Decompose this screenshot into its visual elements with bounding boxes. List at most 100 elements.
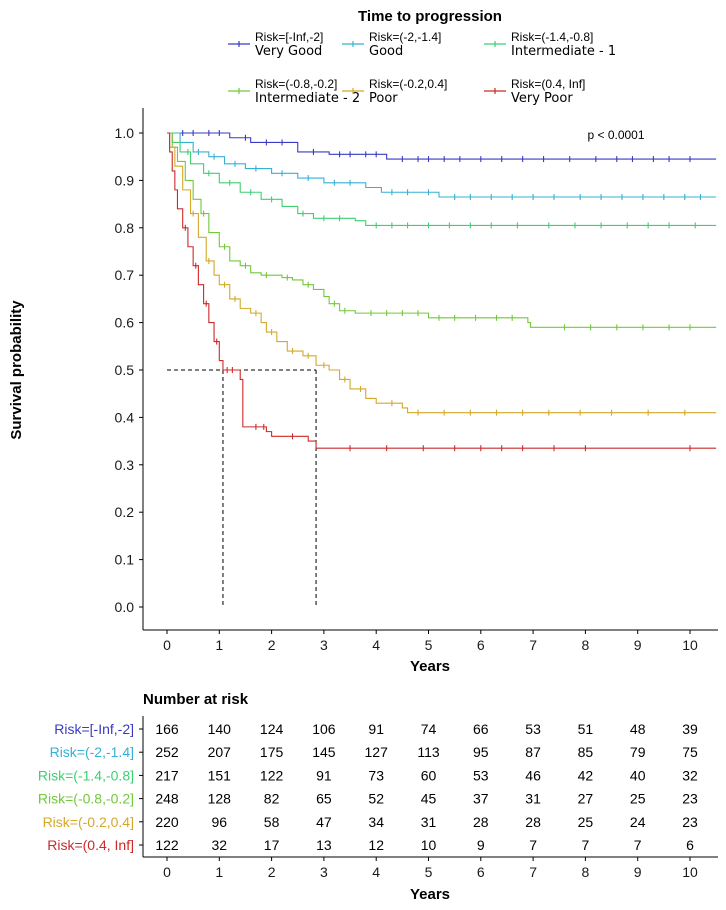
risk-x-tick-label: 9 [634,864,642,880]
risk-count: 12 [368,837,384,853]
x-tick-label: 9 [634,637,642,653]
risk-count: 28 [473,814,489,830]
risk-count: 124 [260,721,284,737]
risk-count: 51 [578,721,594,737]
series-4 [167,132,717,416]
risk-count: 220 [155,814,179,830]
risk-count: 140 [208,721,232,737]
risk-count: 60 [421,767,437,783]
risk-count: 52 [368,791,384,807]
risk-count: 113 [417,744,440,760]
risk-count: 87 [525,744,541,760]
y-tick-label: 0.0 [115,599,135,615]
x-tick-label: 4 [372,637,380,653]
risk-row-label: Risk=(-1.4,-0.8] [38,767,134,783]
risk-count: 95 [473,744,489,760]
risk-x-tick-label: 3 [320,864,328,880]
legend-sublabel: Intermediate - 2 [255,91,360,106]
risk-row: Risk=(-2,-1.4] 252 207 175 145 127 113 95 87 85 79… [50,744,698,760]
risk-row-label: Risk=(-2,-1.4] [50,744,134,760]
risk-count: 32 [682,767,698,783]
risk-count: 47 [316,814,332,830]
risk-count: 252 [155,744,179,760]
risk-count: 79 [630,744,646,760]
legend: Time to progression Risk=[-Inf,-2]Very G… [228,8,616,106]
risk-x-tick-label: 8 [582,864,590,880]
risk-row-label: Risk=(-0.8,-0.2] [38,791,134,807]
risk-count: 37 [473,791,489,807]
risk-count: 145 [312,744,336,760]
x-tick-label: 7 [529,637,537,653]
x-tick-label: 5 [425,637,433,653]
series-1 [167,132,717,200]
risk-count: 65 [316,791,332,807]
risk-count: 66 [473,721,489,737]
survival-curve-line [167,132,717,414]
legend-item: Risk=(-1.4,-0.8]Intermediate - 1 [484,30,616,59]
risk-count: 48 [630,721,646,737]
risk-count: 96 [212,814,228,830]
risk-count: 207 [208,744,232,760]
risk-count: 39 [682,721,698,737]
risk-x-tick-label: 0 [163,864,171,880]
risk-count: 28 [525,814,541,830]
x-tick-label: 0 [163,637,171,653]
risk-x-tick-label: 7 [529,864,537,880]
risk-row: Risk=[-Inf,-2] 166 140 124 106 91 74 66 53 51 48 39 [54,721,698,737]
legend-label: Risk=(0.4, Inf] [511,77,585,91]
risk-count: 45 [421,791,437,807]
x-tick-label: 8 [582,637,590,653]
x-axis-title: Years [410,658,450,675]
risk-count: 34 [368,814,384,830]
risk-count: 13 [316,837,332,853]
risk-count: 9 [477,837,485,853]
risk-x-tick-label: 2 [268,864,276,880]
risk-count: 122 [155,837,179,853]
risk-count: 25 [578,814,594,830]
y-tick-label: 0.4 [115,409,135,425]
p-value: p < 0.0001 [587,128,644,142]
risk-count: 27 [578,791,594,807]
risk-row: Risk=(-0.2,0.4] 220 96 58 47 34 31 28 28 25 24 23 [43,814,698,830]
legend-label: Risk=(-0.2,0.4] [369,77,447,91]
x-ticks: 0 1 2 3 4 5 6 7 8 9 10 [163,630,698,653]
y-tick-label: 0.8 [115,220,135,236]
risk-count: 128 [208,791,232,807]
y-tick-label: 0.1 [115,552,135,568]
y-tick-label: 0.3 [115,457,135,473]
series-0 [167,130,717,163]
risk-count: 75 [682,744,698,760]
legend-label: Risk=(-0.8,-0.2] [255,77,337,91]
risk-x-tick-label: 5 [425,864,433,880]
x-tick-label: 10 [682,637,698,653]
risk-count: 24 [630,814,646,830]
risk-count: 73 [368,767,384,783]
median-lines [167,369,317,607]
x-tick-label: 1 [215,637,223,653]
risk-count: 42 [578,767,594,783]
risk-count: 122 [260,767,284,783]
risk-count: 85 [578,744,594,760]
risk-x-tick-label: 10 [682,864,698,880]
risk-count: 175 [260,744,284,760]
series-2 [167,132,717,229]
risk-row: Risk=(0.4, Inf] 122 32 17 13 12 10 9 7 7 7 6 [47,837,694,853]
series-5 [167,132,717,452]
legend-label: Risk=[-Inf,-2] [255,30,323,44]
risk-x-tick-label: 6 [477,864,485,880]
y-tick-label: 0.9 [115,172,135,188]
legend-sublabel: Very Poor [511,91,573,106]
survival-curve-line [167,132,717,449]
risk-count: 58 [264,814,280,830]
risk-count: 32 [212,837,228,853]
risk-count: 46 [525,767,541,783]
legend-sublabel: Poor [369,91,398,106]
y-tick-label: 0.2 [115,504,135,520]
risk-count: 91 [368,721,384,737]
risk-count: 23 [682,814,698,830]
risk-count: 7 [634,837,642,853]
risk-count: 23 [682,791,698,807]
risk-count: 106 [312,721,336,737]
legend-sublabel: Very Good [255,44,322,59]
risk-count: 166 [155,721,179,737]
